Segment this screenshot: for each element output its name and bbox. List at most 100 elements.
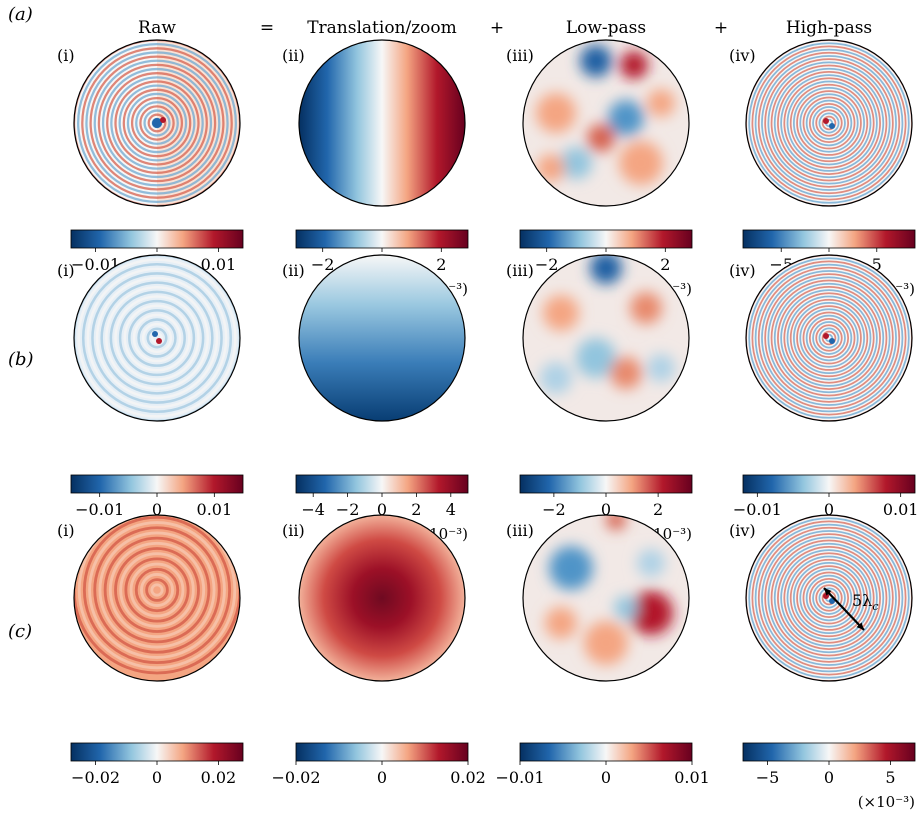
colorbar: −0.02 0 0.02	[271, 742, 486, 787]
field-image	[299, 40, 465, 206]
colorbar-tick-label: 0.02	[201, 768, 237, 787]
field-image	[74, 255, 240, 421]
colorbar-tick-label: −2	[535, 255, 559, 274]
colorbar-ramp	[295, 742, 469, 762]
colorbar-tick-label: −5	[756, 768, 780, 787]
colorbar-tick-label: −4	[301, 500, 325, 519]
panel-sub-label: (iv)	[729, 261, 756, 280]
scale-arrow	[823, 587, 865, 631]
colorbar-tick-label: 0	[152, 500, 162, 519]
header-equals: =	[260, 18, 274, 38]
panel-sub-label: (ii)	[282, 46, 305, 65]
colorbar-tick-label: 2	[436, 255, 446, 274]
row-label: (b)	[8, 349, 34, 370]
panel: (iii) −0.01 0 0.01	[495, 514, 710, 787]
panel: (ii)−4 −2 0 2 4(×10⁻³)	[282, 254, 469, 543]
colorbar-tick-label: 0.01	[883, 500, 919, 519]
colorbar-tick-label: 5	[872, 255, 882, 274]
colorbar-multiplier: (×10⁻³)	[858, 793, 915, 811]
row-label: (c)	[8, 621, 32, 642]
panel: (iv) 5λc −5 0 5 (×10⁻³)	[729, 514, 916, 811]
colorbar-ramp	[70, 742, 244, 762]
colorbar-tick-label: 0	[601, 500, 611, 519]
colorbar-tick-label: 0	[601, 768, 611, 787]
colorbar-ramp	[742, 474, 916, 494]
colorbar-tick-label: 2	[660, 255, 670, 274]
colorbar-tick-label: 0.01	[674, 768, 710, 787]
domain-boundary	[745, 39, 913, 207]
colorbar-tick-label: −0.01	[75, 500, 124, 519]
header-plus-1: +	[490, 18, 504, 38]
header-plus-2: +	[714, 18, 728, 38]
panel-sub-label: (iii)	[506, 261, 534, 280]
panel: (iii)−202(×10⁻³)	[506, 39, 693, 298]
domain-boundary	[522, 254, 690, 422]
colorbar-tick-label: −2	[336, 500, 360, 519]
domain-boundary	[73, 514, 241, 682]
header-high-pass: High-pass	[786, 18, 872, 38]
panel-sub-label: (iii)	[506, 46, 534, 65]
colorbar-ramp	[70, 229, 244, 249]
colorbar-ramp	[519, 229, 693, 249]
colorbar: −0.01 0 0.01	[733, 474, 919, 519]
colorbar: −0.01 0 0.01	[495, 742, 710, 787]
arrow-head	[824, 588, 832, 596]
colorbar-ramp	[295, 474, 469, 494]
colorbar: −5 0 5 (×10⁻³)	[742, 742, 916, 811]
colorbar-tick-label: 0.01	[201, 255, 237, 274]
colorbar-tick-label: −0.01	[71, 255, 120, 274]
domain-boundary	[298, 39, 466, 207]
field-image	[523, 255, 689, 421]
domain-boundary	[745, 514, 913, 682]
domain-boundary	[522, 39, 690, 207]
field-image	[523, 515, 689, 681]
domain-boundary	[745, 254, 913, 422]
figure-row: (b)(i)−0.01 0 0.01(ii)−4 −2 0 2 4(×10⁻³)(iii)−…	[8, 254, 919, 543]
panel: (iv) −0.01 0 0.01	[729, 254, 919, 519]
colorbar-tick-label: 0	[824, 500, 834, 519]
colorbar-ramp	[742, 742, 916, 762]
colorbar-tick-label: −0.01	[495, 768, 544, 787]
panel-sub-label: (i)	[57, 261, 75, 280]
domain-boundary	[73, 254, 241, 422]
field-image	[74, 515, 240, 681]
panel-sub-label: (i)	[57, 46, 75, 65]
row-label: (a)	[8, 4, 33, 25]
colorbar-tick-label: 2	[411, 500, 421, 519]
colorbar-tick-label: −0.02	[271, 768, 320, 787]
colorbar-tick-label: 0	[824, 768, 834, 787]
wavelength-annotation: 5λc	[823, 587, 879, 631]
colorbar-tick-label: −2	[311, 255, 335, 274]
colorbar-ramp	[519, 474, 693, 494]
colorbar-tick-label: 0.02	[450, 768, 486, 787]
panel-sub-label: (i)	[57, 521, 75, 540]
colorbar-tick-label: −0.02	[71, 768, 120, 787]
panel-sub-label: (iv)	[729, 46, 756, 65]
column-headers: Raw = Translation/zoom + Low-pass + High…	[138, 18, 872, 38]
panel-grid: (a)(i)−0.0100.01(ii)−202(×10⁻³)(iii)−202…	[8, 4, 918, 811]
panel-sub-label: (iv)	[729, 521, 756, 540]
panel: (ii)−202(×10⁻³)	[282, 39, 469, 298]
figure-row: (c) (i) −0.02 0 0.02 (ii) −0.02 0 0.02 (iii) −0.01…	[8, 514, 916, 811]
colorbar-tick-label: 4	[446, 500, 456, 519]
figure-row: (a)(i)−0.0100.01(ii)−202(×10⁻³)(iii)−202…	[8, 4, 916, 298]
colorbar-tick-label: 0.01	[197, 500, 233, 519]
colorbar: −0.02 0 0.02	[70, 742, 244, 787]
domain-boundary	[298, 514, 466, 682]
colorbar-tick-label: 0	[377, 500, 387, 519]
field-image	[74, 40, 240, 206]
colorbar: −0.01 0 0.01	[70, 474, 244, 519]
arrow-head	[856, 622, 864, 630]
colorbar-tick-label: −0.01	[733, 500, 782, 519]
panel-sub-label: (ii)	[282, 261, 305, 280]
header-low-pass: Low-pass	[566, 18, 646, 38]
field-image	[746, 40, 912, 206]
domain-boundary	[522, 514, 690, 682]
panel-sub-label: (iii)	[506, 521, 534, 540]
field-image	[523, 40, 689, 206]
field-image	[299, 255, 465, 421]
